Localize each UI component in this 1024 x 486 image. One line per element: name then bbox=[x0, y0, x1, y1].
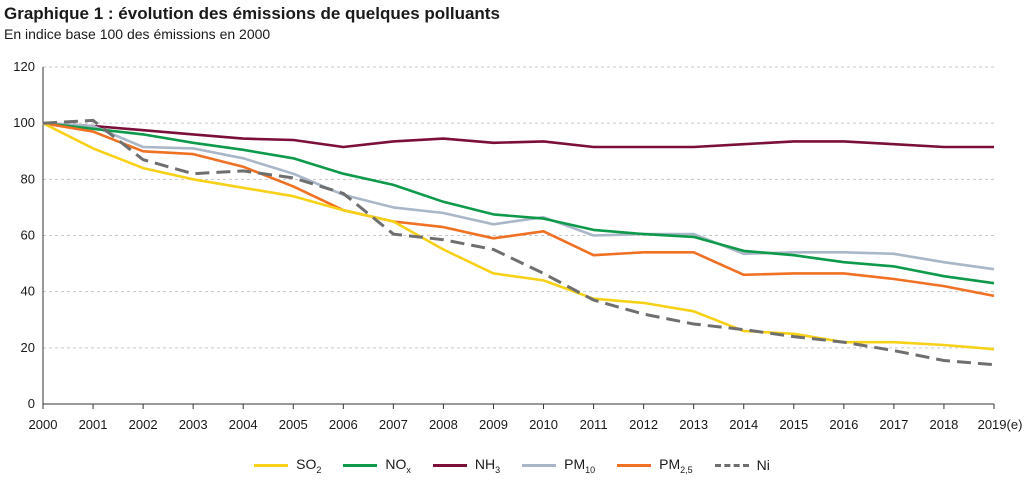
legend-item-nh3: NH3 bbox=[432, 456, 501, 475]
y-tick-label-100: 100 bbox=[13, 115, 35, 130]
x-tick-label-2011: 2011 bbox=[580, 417, 608, 432]
chart-subtitle: En indice base 100 des émissions en 2000 bbox=[4, 26, 271, 42]
legend-swatch-ni bbox=[714, 463, 749, 467]
x-tick-label-2017: 2017 bbox=[879, 417, 908, 432]
legend-swatch-pm10 bbox=[522, 463, 557, 467]
legend-label-nh3: NH3 bbox=[474, 456, 501, 475]
x-tick-label-2014: 2014 bbox=[729, 417, 758, 432]
x-tick-label-2012: 2012 bbox=[629, 417, 658, 432]
x-tick-label-2004: 2004 bbox=[229, 417, 258, 432]
legend-label-so2: SO2 bbox=[296, 456, 322, 475]
series-line-so2 bbox=[42, 122, 995, 351]
x-tick-label-2000: 2000 bbox=[29, 417, 58, 432]
series-line-pm10 bbox=[42, 121, 995, 271]
legend-item-pm25: PM2,5 bbox=[617, 456, 693, 475]
legend-item-so2: SO2 bbox=[254, 456, 321, 475]
y-tick-label-20: 20 bbox=[21, 340, 35, 355]
x-tick-label-2015: 2015 bbox=[779, 417, 808, 432]
legend-label-ni: Ni bbox=[756, 457, 770, 474]
chart-title: Graphique 1 : évolution des émissions de… bbox=[4, 4, 500, 23]
legend-swatch-so2 bbox=[254, 463, 289, 467]
x-tick-label-2007: 2007 bbox=[379, 417, 408, 432]
series-line-nox bbox=[42, 121, 995, 285]
x-tick-label-2016: 2016 bbox=[829, 417, 858, 432]
y-tick-label-0: 0 bbox=[28, 396, 35, 411]
x-tick-label-2010: 2010 bbox=[529, 417, 558, 432]
y-tick-label-120: 120 bbox=[13, 59, 35, 74]
legend-label-pm25: PM2,5 bbox=[659, 456, 693, 475]
x-tick-label-2006: 2006 bbox=[329, 417, 358, 432]
legend-label-nox: NOx bbox=[385, 456, 411, 475]
chart-legend: SO2 NOx NH3 PM10 PM2,5 Ni bbox=[0, 456, 1024, 475]
legend-swatch-nh3 bbox=[432, 463, 467, 467]
legend-label-pm10: PM10 bbox=[564, 456, 596, 475]
legend-item-ni: Ni bbox=[714, 456, 770, 475]
series-line-pm25 bbox=[42, 121, 995, 298]
x-tick-label-2008: 2008 bbox=[429, 417, 458, 432]
x-tick-label-2013: 2013 bbox=[679, 417, 708, 432]
x-tick-label-2003: 2003 bbox=[179, 417, 208, 432]
y-tick-label-40: 40 bbox=[21, 284, 35, 299]
x-tick-label-2001: 2001 bbox=[79, 417, 108, 432]
y-tick-label-60: 60 bbox=[21, 228, 35, 243]
x-tick-label-2002: 2002 bbox=[129, 417, 158, 432]
x-tick-label-2018: 2018 bbox=[929, 417, 958, 432]
y-tick-label-80: 80 bbox=[21, 171, 35, 186]
legend-item-nox: NOx bbox=[343, 456, 411, 475]
legend-item-pm10: PM10 bbox=[522, 456, 595, 475]
series-line-ni bbox=[42, 118, 995, 367]
x-tick-label-2005: 2005 bbox=[279, 417, 308, 432]
legend-swatch-pm25 bbox=[617, 463, 652, 467]
x-tick-label-2019(e): 2019(e) bbox=[978, 417, 1023, 432]
x-tick-label-2009: 2009 bbox=[479, 417, 508, 432]
legend-swatch-nox bbox=[343, 463, 378, 467]
series-line-nh3 bbox=[42, 121, 994, 149]
